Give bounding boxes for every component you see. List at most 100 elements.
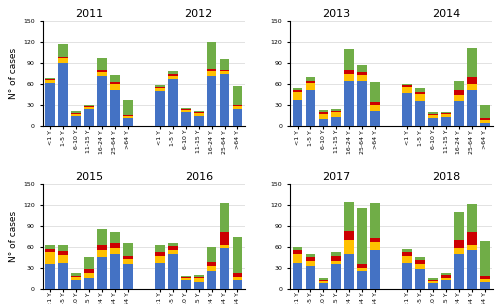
Bar — [441, 280, 451, 289]
Bar — [428, 115, 438, 118]
Bar — [71, 114, 81, 116]
Bar — [123, 256, 132, 259]
Y-axis label: N° of cases: N° of cases — [8, 211, 18, 262]
Bar — [318, 281, 328, 283]
Bar — [306, 254, 316, 257]
Bar — [370, 111, 380, 126]
Bar — [97, 70, 106, 72]
Bar — [467, 245, 476, 250]
Bar — [58, 63, 68, 126]
Bar — [454, 95, 464, 101]
Bar — [358, 72, 367, 75]
Bar — [318, 110, 328, 112]
Bar — [358, 81, 367, 126]
Bar — [370, 203, 380, 238]
Bar — [110, 90, 120, 126]
Bar — [318, 114, 328, 119]
Bar — [318, 280, 328, 281]
Bar — [454, 248, 464, 254]
Bar — [168, 246, 177, 250]
Bar — [402, 249, 412, 252]
Text: 2017: 2017 — [322, 172, 350, 182]
Bar — [232, 105, 242, 106]
Bar — [428, 118, 438, 126]
Bar — [110, 254, 120, 289]
Bar — [155, 245, 165, 252]
Bar — [232, 237, 242, 273]
Legend: B, C, W, Y: B, C, W, Y — [104, 185, 184, 200]
Bar — [207, 247, 216, 262]
Bar — [168, 76, 177, 79]
Bar — [207, 71, 216, 76]
Bar — [441, 113, 451, 114]
Bar — [428, 114, 438, 115]
Bar — [168, 71, 177, 74]
Text: 2016: 2016 — [184, 172, 213, 182]
Text: 2013: 2013 — [322, 9, 350, 19]
Bar — [168, 79, 177, 126]
Bar — [84, 106, 94, 107]
Bar — [194, 116, 203, 126]
Bar — [97, 245, 106, 250]
Bar — [292, 247, 302, 250]
Bar — [441, 275, 451, 278]
Bar — [332, 256, 341, 261]
Bar — [428, 112, 438, 114]
Bar — [344, 202, 354, 231]
Bar — [220, 59, 230, 70]
Bar — [71, 277, 81, 280]
Bar — [416, 88, 425, 92]
Bar — [58, 58, 68, 63]
Bar — [358, 264, 367, 268]
Bar — [332, 111, 341, 112]
Bar — [58, 251, 68, 254]
Bar — [84, 107, 94, 109]
Bar — [46, 249, 55, 252]
Bar — [181, 108, 190, 109]
Bar — [370, 238, 380, 242]
Bar — [155, 88, 165, 91]
Bar — [441, 117, 451, 126]
Bar — [181, 277, 190, 278]
Bar — [155, 87, 165, 88]
Bar — [220, 245, 230, 248]
Bar — [220, 203, 230, 232]
Bar — [46, 78, 55, 79]
Bar — [318, 112, 328, 114]
Bar — [358, 65, 367, 72]
Bar — [232, 106, 242, 109]
Bar — [181, 109, 190, 110]
Bar — [318, 278, 328, 280]
Bar — [207, 262, 216, 266]
Bar — [194, 275, 203, 277]
Bar — [292, 263, 302, 289]
Bar — [123, 243, 132, 256]
Bar — [480, 279, 490, 282]
Bar — [416, 269, 425, 289]
Bar — [370, 102, 380, 105]
Bar — [194, 277, 203, 278]
Bar — [71, 113, 81, 114]
Bar — [123, 100, 132, 115]
Bar — [71, 111, 81, 113]
Bar — [428, 283, 438, 289]
Bar — [46, 79, 55, 80]
Bar — [344, 74, 354, 81]
Bar — [97, 58, 106, 70]
Bar — [358, 75, 367, 81]
Bar — [84, 273, 94, 278]
Bar — [155, 256, 165, 263]
Bar — [402, 93, 412, 126]
Bar — [306, 77, 316, 81]
Bar — [480, 123, 490, 126]
Bar — [416, 92, 425, 94]
Bar — [454, 212, 464, 240]
Bar — [110, 84, 120, 90]
Bar — [84, 269, 94, 273]
Bar — [71, 280, 81, 289]
Bar — [306, 266, 316, 289]
Bar — [467, 90, 476, 126]
Bar — [46, 264, 55, 289]
Bar — [318, 283, 328, 289]
Bar — [181, 278, 190, 280]
